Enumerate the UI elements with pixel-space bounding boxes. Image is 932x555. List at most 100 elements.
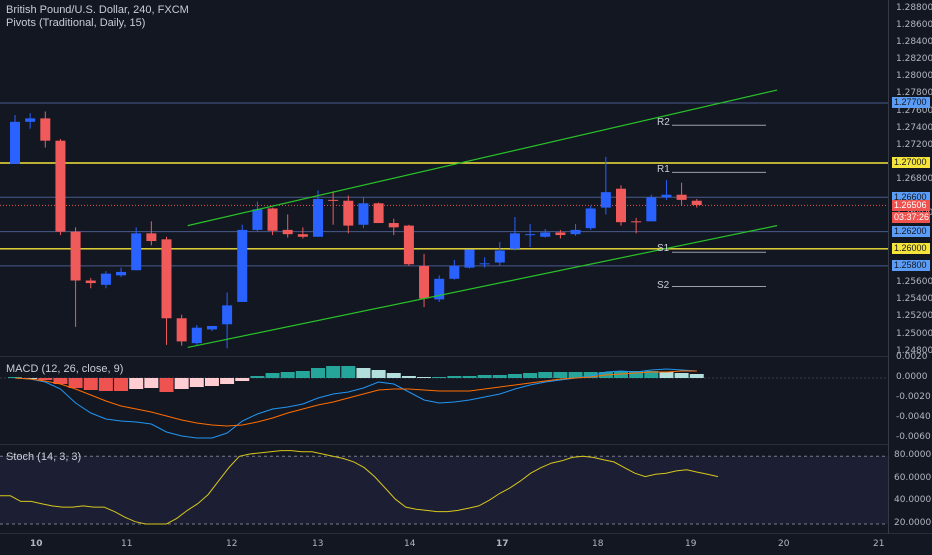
macd-histogram-bar <box>250 376 265 378</box>
price-axis-tag: 1.26200 <box>892 226 930 238</box>
time-axis-label: 11 <box>121 539 133 549</box>
candle <box>464 249 475 268</box>
price-axis-tick: 1.28000 <box>896 71 932 82</box>
price-axis-tick: 1.27400 <box>896 122 932 133</box>
time-axis-label: 21 <box>873 539 885 549</box>
candle <box>222 305 233 325</box>
macd-histogram-bar <box>38 378 53 380</box>
candle <box>85 280 96 284</box>
price-axis-tick: 1.25200 <box>896 311 932 322</box>
price-axis-tag: 1.26000 <box>892 243 930 255</box>
stoch-indicator-label[interactable]: Stoch (14, 3, 3) <box>6 451 82 463</box>
candle <box>373 203 384 224</box>
macd-indicator-label[interactable]: MACD (12, 26, close, 9) <box>6 363 124 375</box>
time-axis-label: 12 <box>226 539 238 549</box>
macd-histogram-bar <box>629 371 644 378</box>
macd-histogram-bar <box>401 376 416 378</box>
macd-histogram-bar <box>538 372 553 378</box>
macd-histogram-bar <box>295 371 310 378</box>
channel-line <box>187 225 778 349</box>
price-axis-tick: 1.27200 <box>896 139 932 150</box>
candle <box>419 265 430 299</box>
macd-axis-tick: 0.0020 <box>896 352 928 362</box>
candle <box>570 229 581 235</box>
macd-histogram-bar <box>83 378 98 390</box>
price-axis-tag: 1.27700 <box>892 97 930 109</box>
price-axis-tick: 1.26800 <box>896 174 932 185</box>
macd-histogram-bar <box>356 368 371 378</box>
macd-histogram-bar <box>23 378 38 379</box>
price-axis-tick: 1.25400 <box>896 294 932 305</box>
macd-histogram-bar <box>553 372 568 378</box>
macd-histogram-bar <box>311 368 325 378</box>
macd-histogram-bar <box>265 373 280 378</box>
macd-histogram-bar <box>432 377 447 378</box>
macd-histogram-bar <box>583 372 598 378</box>
candle <box>267 208 278 231</box>
price-axis-tick: 1.28200 <box>896 54 932 65</box>
price-axis-tag: 1.26506 <box>892 199 930 211</box>
candle <box>646 197 657 222</box>
macd-histogram-bar <box>689 374 704 378</box>
price-axis-tick: 1.28400 <box>896 36 932 47</box>
candle <box>146 233 157 242</box>
macd-histogram-bar <box>280 372 295 378</box>
candle <box>297 234 308 237</box>
candle <box>313 199 323 237</box>
time-axis-label: 19 <box>685 539 697 549</box>
candle <box>434 278 445 300</box>
macd-histogram-bar <box>144 378 159 388</box>
stoch-axis-tick: 20.0000 <box>894 517 932 528</box>
candle <box>10 121 20 164</box>
price-axis-tick: 1.28600 <box>896 19 932 30</box>
macd-axis-tick: -0.0060 <box>896 432 931 442</box>
candle <box>55 140 66 232</box>
candle <box>116 271 127 276</box>
candle <box>540 232 551 237</box>
macd-histogram-bar <box>98 378 113 391</box>
candle <box>282 229 293 235</box>
grid-layer <box>0 0 932 534</box>
candle <box>100 273 111 285</box>
macd-histogram-bar <box>53 378 68 384</box>
candle <box>525 234 536 236</box>
macd-histogram-bar <box>189 378 204 387</box>
candle <box>691 200 702 206</box>
candle <box>585 208 596 229</box>
pivot-s1-label: S1 <box>657 243 670 254</box>
pivots-indicator-label[interactable]: Pivots (Traditional, Daily, 15) <box>6 17 146 29</box>
time-axis-label: 13 <box>312 539 324 549</box>
macd-histogram-bar <box>674 373 689 378</box>
price-axis-tag: 1.26600 <box>892 191 930 203</box>
candle <box>176 318 187 342</box>
macd-histogram-bar <box>477 375 492 378</box>
macd-histogram-bar <box>174 378 189 389</box>
candle <box>131 233 142 271</box>
macd-axis-tick: -0.0040 <box>896 412 931 422</box>
candle <box>600 192 611 208</box>
candle <box>70 231 81 281</box>
macd-histogram-bar <box>371 370 386 378</box>
macd-histogram-bar <box>386 373 401 378</box>
candle <box>358 203 369 225</box>
candle <box>206 325 217 330</box>
macd-histogram-bar <box>492 375 507 378</box>
candle <box>388 223 399 228</box>
macd-histogram-bar <box>659 372 674 378</box>
candle <box>25 118 36 122</box>
price-axis-tick: 1.24800 <box>896 345 932 356</box>
price-axis-tick: 1.25000 <box>896 328 932 339</box>
macd-histogram-bar <box>417 377 432 378</box>
stoch-pane <box>0 450 888 525</box>
candle <box>631 221 642 223</box>
price-axis-tag: 1.27000 <box>892 157 930 169</box>
macd-histogram-bar <box>523 373 538 378</box>
candle <box>509 233 520 249</box>
macd-histogram-bar <box>341 366 356 378</box>
stoch-band <box>0 456 888 524</box>
candle <box>479 263 490 265</box>
time-axis-label: 18 <box>592 539 604 549</box>
macd-histogram-bar <box>326 366 341 378</box>
